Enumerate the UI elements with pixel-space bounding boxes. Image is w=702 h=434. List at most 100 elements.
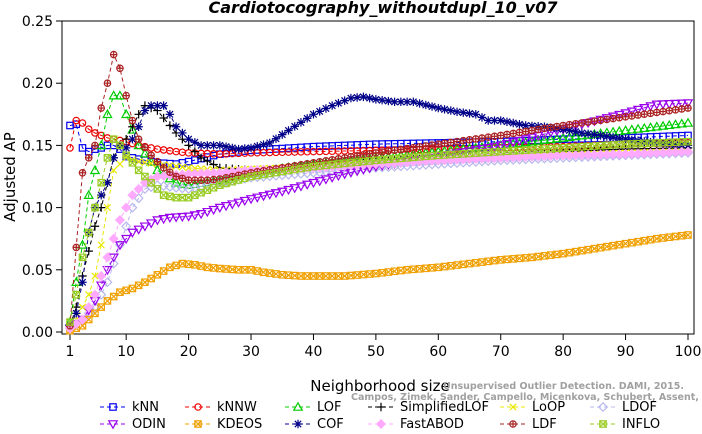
series-layer [64, 50, 694, 335]
triangle-marker [139, 148, 151, 158]
triangle-down-marker [458, 148, 469, 158]
legend-item-lof: LOF [285, 400, 342, 415]
diamond-marker [164, 181, 175, 192]
plus-marker [196, 153, 206, 163]
x-tick-label: 90 [617, 344, 635, 360]
hash-square-marker [78, 253, 87, 262]
triangle-down-marker [120, 234, 132, 245]
plus-marker [165, 121, 175, 130]
star-marker [271, 134, 281, 143]
circle-plus-marker [128, 116, 137, 125]
triangle-down-marker [326, 173, 338, 183]
circle-plus-marker [203, 176, 212, 185]
triangle-marker [108, 90, 119, 100]
circle-plus-marker [397, 145, 405, 154]
circle-plus-marker [609, 114, 617, 123]
diamond-marker [83, 302, 94, 313]
y-tick-label: 0.05 [22, 263, 53, 279]
circle-plus-marker [109, 50, 118, 59]
legend-label: ODIN [132, 417, 166, 432]
circle-plus-marker [84, 154, 93, 162]
star-marker [602, 132, 612, 141]
circle-plus-marker [353, 152, 361, 160]
triangle-marker [532, 135, 544, 145]
diamond-marker [597, 401, 609, 413]
triangle-down-marker [152, 216, 163, 226]
circle-plus-marker [571, 119, 580, 128]
hash-square-marker [134, 166, 143, 175]
diamond-marker [158, 180, 169, 192]
star-marker [234, 144, 243, 154]
circle-plus-marker [640, 110, 649, 118]
star-marker [97, 190, 106, 200]
star-marker [490, 116, 499, 125]
hash-square-marker [203, 186, 212, 194]
legend-label: COF [317, 417, 344, 432]
triangle-down-marker [245, 195, 257, 205]
circle-plus-marker [159, 163, 168, 172]
diamond-marker [133, 183, 144, 194]
circle-plus-marker [72, 243, 81, 252]
hash-square-marker [166, 263, 174, 272]
diamond-marker [127, 190, 138, 201]
circle-plus-marker [553, 122, 561, 131]
plus-marker [209, 160, 218, 169]
series-lof [64, 90, 694, 326]
triangle-down-marker [145, 219, 157, 229]
circle-plus-marker [515, 128, 524, 137]
star-marker [359, 92, 368, 102]
cross-marker [97, 241, 105, 249]
hash-square-marker [128, 159, 137, 167]
triangle-marker [620, 125, 631, 135]
hash-square-marker [153, 270, 162, 279]
circle-plus-marker [184, 176, 193, 185]
circle-plus-marker [465, 136, 474, 144]
star-marker [171, 122, 181, 131]
circle-plus-marker [521, 127, 530, 136]
circle-plus-marker [565, 120, 574, 129]
diamond-marker [375, 418, 387, 430]
circle-plus-marker [652, 108, 661, 117]
legend: kNN kNNW LOF SimplifiedLOF LoOP LDOF ODIN KDEOS… [100, 400, 660, 432]
triangle-down-marker [314, 177, 325, 187]
legend-item-inflo: INFLO [590, 417, 660, 432]
triangle-marker [657, 120, 669, 130]
circle-marker [194, 403, 202, 411]
circle-plus-marker [665, 106, 674, 115]
circle-plus-marker [453, 137, 461, 146]
triangle-marker [551, 133, 563, 143]
circle-plus-marker [403, 144, 411, 153]
legend-item-odin: ODIN [100, 417, 166, 432]
circle-plus-marker [390, 146, 399, 155]
plus-marker [203, 156, 212, 166]
triangle-down-marker [227, 200, 238, 210]
circle-plus-marker [97, 104, 106, 112]
triangle-down-marker [270, 189, 282, 199]
diamond-marker [121, 202, 132, 213]
hash-square-marker [172, 261, 180, 270]
hash-square-marker [521, 254, 530, 262]
circle-plus-marker [428, 141, 436, 149]
series-inflo [66, 135, 692, 326]
circle-plus-marker [153, 157, 162, 166]
triangle-down-marker [670, 99, 681, 110]
star-marker [615, 134, 624, 143]
star-marker [178, 128, 187, 138]
star-marker [409, 97, 418, 107]
star-marker [159, 101, 168, 110]
circle-marker [78, 119, 87, 127]
star-marker [228, 143, 237, 153]
star-marker [109, 153, 118, 163]
star-marker [334, 98, 343, 108]
legend-item-fastabod: FastABOD [368, 417, 464, 432]
circle-plus-marker [621, 112, 630, 121]
legend-label: kNN [132, 400, 159, 415]
star-marker [496, 116, 505, 125]
circle-marker [84, 125, 93, 134]
star-marker [321, 104, 331, 113]
plus-marker [134, 110, 143, 119]
circle-plus-marker [78, 168, 87, 177]
cross-marker [184, 164, 193, 172]
triangle-marker [520, 136, 531, 147]
circle-plus-marker [166, 168, 174, 176]
